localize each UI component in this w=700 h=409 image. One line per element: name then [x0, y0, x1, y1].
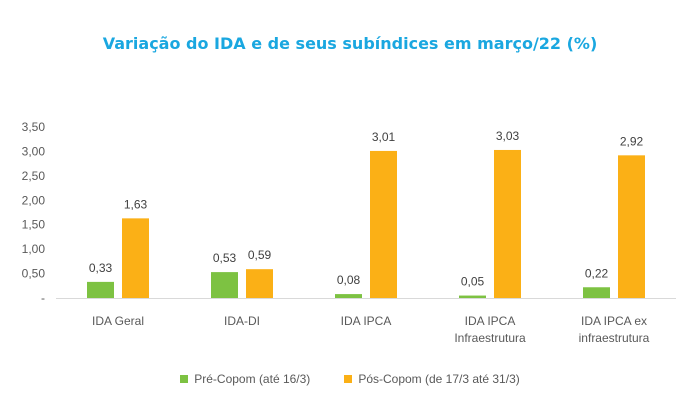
data-label: 0,53	[213, 251, 237, 265]
data-label: 1,63	[124, 197, 148, 211]
y-tick-label: 3,50	[22, 120, 46, 134]
bar-pre-copom	[459, 295, 486, 298]
bar-pos-copom	[370, 150, 397, 298]
bar-pos-copom	[246, 269, 273, 298]
y-tick-label: 0,50	[22, 267, 46, 281]
data-label: 0,59	[248, 248, 272, 262]
x-tick-label: IDA-DI	[224, 314, 260, 328]
bars-group	[87, 149, 645, 298]
legend-swatch-pre-copom	[180, 375, 189, 383]
bar-pre-copom	[583, 287, 610, 298]
y-axis: - 0,50 1,00 1,50 2,00 2,50 3,00 3,50	[22, 120, 46, 305]
x-tick-label: IDA IPCA	[341, 314, 392, 328]
legend-item-pre-copom: Pré-Copom (até 16/3)	[180, 372, 310, 386]
data-label: 0,05	[461, 275, 485, 289]
y-tick-label: 1,50	[22, 218, 46, 232]
bar-pos-copom	[618, 155, 645, 298]
x-tick-label: Infraestrutura	[454, 331, 526, 345]
y-tick-label: 2,50	[22, 169, 46, 183]
x-tick-label: IDA IPCA ex	[581, 314, 647, 328]
bar-pos-copom	[122, 218, 149, 298]
data-label: 0,22	[585, 266, 609, 280]
data-label: 0,08	[337, 273, 361, 287]
data-label: 2,92	[620, 134, 644, 148]
y-tick-label: -	[41, 291, 45, 305]
legend-swatch-pos-copom	[344, 375, 353, 383]
bar-pos-copom	[494, 149, 521, 298]
y-tick-label: 1,00	[22, 242, 46, 256]
x-tick-label: IDA IPCA	[465, 314, 516, 328]
bar-pre-copom	[211, 272, 238, 298]
x-axis-labels: IDA Geral IDA-DI IDA IPCA IDA IPCA Infraestr…	[92, 314, 650, 345]
legend: Pré-Copom (até 16/3) Pós-Copom (de 17/3 …	[0, 372, 700, 386]
legend-item-pos-copom: Pós-Copom (de 17/3 até 31/3)	[344, 372, 520, 386]
data-label: 3,01	[372, 130, 396, 144]
y-tick-label: 2,00	[22, 193, 46, 207]
data-label: 0,33	[89, 261, 113, 275]
y-tick-label: 3,00	[22, 144, 46, 158]
bar-pre-copom	[335, 294, 362, 298]
data-labels-group: 0,33 1,63 0,53 0,59 0,08 3,01 0,05 3,03 0,22 2,92	[89, 129, 644, 289]
chart-title: Variação do IDA e de seus subíndices em …	[102, 34, 598, 53]
x-tick-label: IDA Geral	[92, 314, 144, 328]
legend-label-pos-copom: Pós-Copom (de 17/3 até 31/3)	[358, 372, 520, 386]
x-tick-label: infraestrutura	[579, 331, 650, 345]
legend-label-pre-copom: Pré-Copom (até 16/3)	[194, 372, 311, 386]
data-label: 3,03	[496, 129, 520, 143]
bar-pre-copom	[87, 281, 114, 298]
